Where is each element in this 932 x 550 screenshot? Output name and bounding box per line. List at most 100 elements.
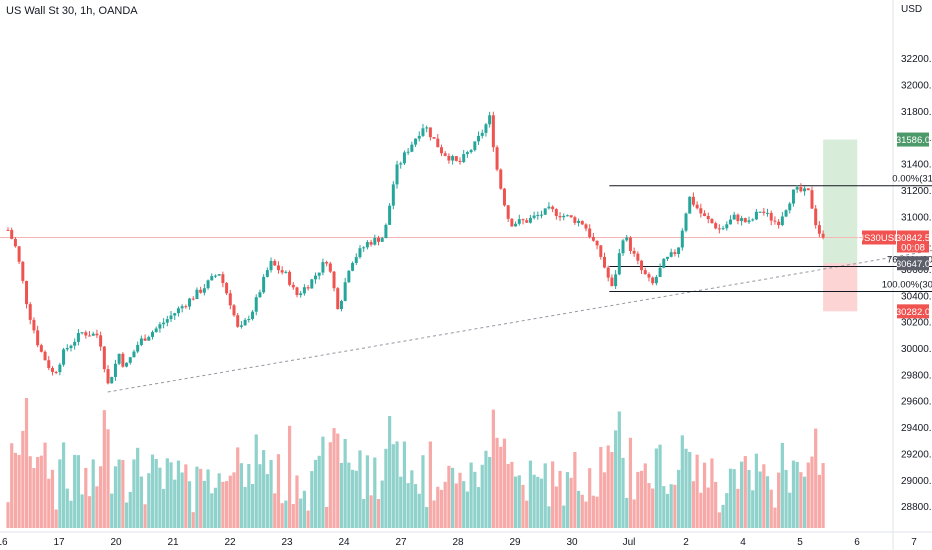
- candle-body: [777, 221, 781, 226]
- volume-bar: [425, 507, 429, 528]
- candle-body: [721, 228, 725, 230]
- candle-body: [525, 220, 529, 223]
- volume-bar: [591, 495, 595, 528]
- candle-body: [50, 367, 54, 372]
- volume-bar: [614, 430, 618, 528]
- candle-body: [347, 270, 351, 283]
- volume-bar: [573, 451, 577, 528]
- candle-body: [628, 237, 632, 251]
- volume-bar: [47, 478, 51, 528]
- candle-body: [706, 215, 710, 220]
- volume-bar: [647, 483, 651, 528]
- volume-bar: [310, 471, 314, 528]
- last-price-flag: 30842.5: [896, 233, 930, 244]
- candle-body: [795, 187, 799, 190]
- long-position-target-zone[interactable]: [823, 139, 858, 264]
- time-tick-label: 29: [509, 537, 521, 548]
- candle-body: [588, 228, 592, 238]
- candle-body: [688, 196, 692, 214]
- candle-body: [780, 216, 784, 226]
- time-tick-label: 22: [224, 537, 236, 548]
- volume-bar: [350, 469, 355, 528]
- candle-body: [217, 274, 221, 276]
- volume-bar: [6, 502, 10, 528]
- candle-body: [358, 248, 362, 258]
- time-tick-label: Jul: [623, 537, 636, 548]
- volume-bar: [762, 464, 766, 528]
- volume-bar: [599, 446, 603, 528]
- volume-bar: [821, 463, 825, 528]
- time-tick-label: 6: [854, 537, 860, 548]
- trendline[interactable]: [107, 246, 932, 393]
- candle-body: [6, 229, 10, 231]
- candle-body: [521, 219, 525, 221]
- fib-level-label: 100.00%(30432.6): [882, 280, 932, 291]
- volume-bar: [454, 483, 458, 528]
- volume-bar: [32, 468, 36, 528]
- volume-bar: [54, 509, 58, 528]
- volume-bar: [754, 453, 759, 528]
- candle-body: [206, 280, 210, 289]
- candle-body: [410, 144, 414, 152]
- volume-bar: [610, 452, 614, 528]
- long-position-stop-zone[interactable]: [823, 263, 858, 312]
- price-axis-unit: USD: [901, 4, 922, 15]
- volume-bar: [669, 484, 673, 528]
- volume-bar: [428, 441, 432, 528]
- price-tick-label: 29400.0: [901, 423, 932, 434]
- candle-body: [691, 196, 695, 205]
- candle-body: [54, 371, 58, 373]
- volume-bar: [295, 475, 299, 528]
- volume-bar: [43, 442, 47, 528]
- candle-body: [699, 208, 703, 214]
- candle-body: [584, 224, 588, 229]
- volume-bar: [410, 470, 414, 528]
- volume-bar: [765, 476, 770, 528]
- candle-body: [88, 335, 92, 337]
- volume-bar: [758, 471, 762, 528]
- volume-bar: [728, 468, 733, 528]
- candle-body: [451, 156, 455, 161]
- candle-body: [199, 289, 203, 293]
- volume-bar: [325, 506, 329, 528]
- candle-body: [732, 214, 736, 220]
- candle-body: [299, 293, 303, 296]
- volume-bar: [287, 425, 292, 528]
- candle-body: [391, 184, 395, 206]
- volume-bar: [280, 503, 284, 528]
- candle-body: [551, 206, 555, 210]
- volume-bar: [202, 480, 206, 528]
- candle-body: [769, 212, 773, 221]
- price-tick-label: 32000.0: [901, 81, 932, 92]
- candle-body: [565, 215, 569, 217]
- price-tick-label: 31000.0: [901, 212, 932, 223]
- volume-bar: [488, 457, 492, 528]
- volume-bar: [84, 467, 88, 528]
- time-tick-label: 23: [281, 537, 293, 548]
- candle-body: [351, 262, 355, 271]
- candle-body: [291, 284, 295, 288]
- volume-bar: [110, 493, 114, 528]
- volume-bar: [484, 450, 488, 528]
- candle-body: [251, 311, 255, 319]
- candle-body: [91, 333, 95, 336]
- candle-body: [136, 344, 140, 352]
- entry-price-flag-bg: [897, 256, 929, 271]
- volume-bar: [195, 466, 199, 528]
- volume-bar: [243, 487, 247, 528]
- volume-bar: [269, 459, 273, 528]
- candle-body: [443, 153, 447, 156]
- candle-body: [176, 308, 180, 314]
- candle-body: [791, 189, 795, 204]
- candle-body: [799, 187, 803, 192]
- volume-bar: [384, 448, 388, 528]
- volume-bar: [465, 491, 470, 528]
- volume-bar: [773, 507, 777, 528]
- price-tick-label: 30400.0: [901, 291, 932, 302]
- candle-body: [332, 271, 336, 289]
- volume-bar: [684, 448, 688, 528]
- candle-body: [580, 220, 584, 225]
- candle-body: [573, 217, 577, 223]
- volume-bar: [128, 491, 132, 528]
